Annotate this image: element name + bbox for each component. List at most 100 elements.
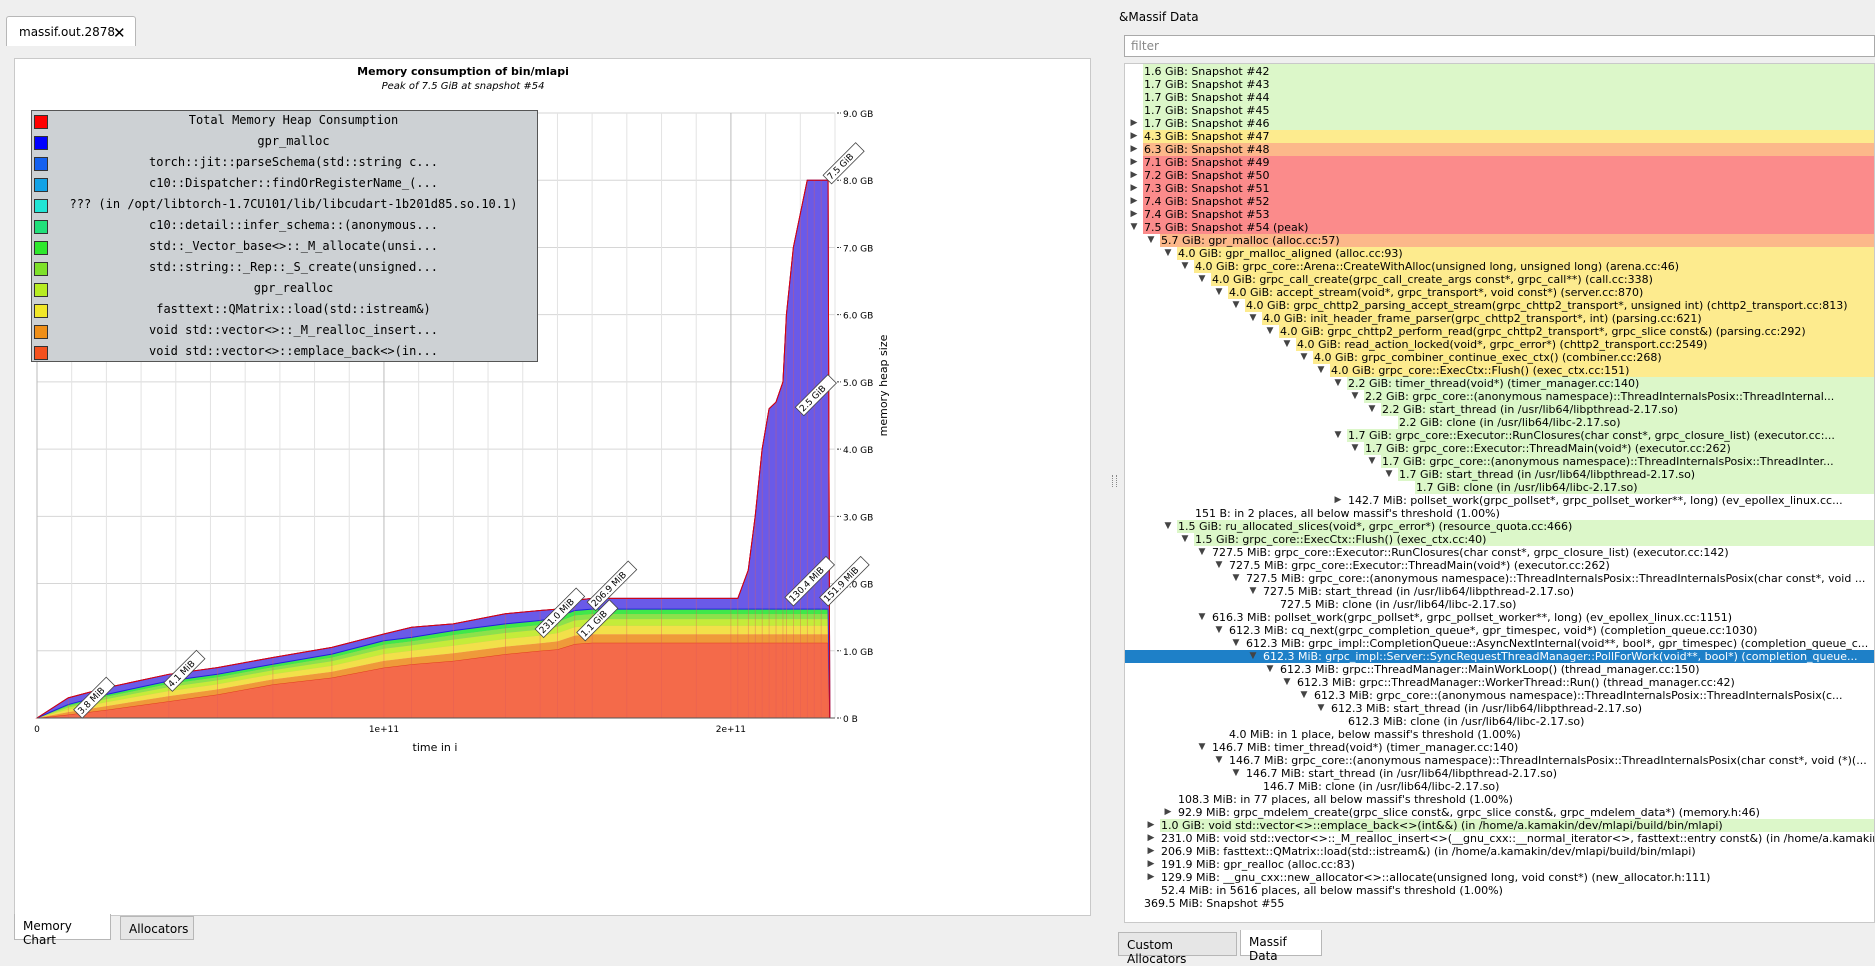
tree-row[interactable]: ▼ 4.0 GiB: read_action_locked(void*, grpc… (1125, 338, 1874, 351)
collapse-arrow-icon[interactable]: ▼ (1317, 365, 1325, 375)
tree-row[interactable]: ▶ 129.9 MiB: __gnu_cxx::new_allocator<>::… (1125, 871, 1874, 884)
tree-row[interactable]: ▶ 206.9 MiB: fasttext::QMatrix::load(std:… (1125, 845, 1874, 858)
tree-row[interactable]: 1.7 GiB: Snapshot #43 (1125, 78, 1874, 91)
tree-row[interactable]: ▼ 612.3 MiB: grpc::ThreadManager::MainWor… (1125, 663, 1874, 676)
expand-arrow-icon[interactable]: ▶ (1130, 131, 1138, 141)
tab-allocators[interactable]: Allocators (120, 916, 194, 940)
tree-row[interactable]: ▼ 4.0 GiB: grpc_call_create(grpc_call_cre… (1125, 273, 1874, 286)
tree-row[interactable]: ▶ 7.3 GiB: Snapshot #51 (1125, 182, 1874, 195)
collapse-arrow-icon[interactable]: ▼ (1198, 742, 1206, 752)
collapse-arrow-icon[interactable]: ▼ (1198, 274, 1206, 284)
splitter-handle[interactable] (1112, 475, 1117, 487)
tree-row[interactable]: 1.7 GiB: Snapshot #41 (1125, 64, 1874, 65)
tab-custom-allocators[interactable]: Custom Allocators (1118, 932, 1237, 966)
tree-row[interactable]: 4.0 MiB: in 1 place, below massif's thre… (1125, 728, 1874, 741)
collapse-arrow-icon[interactable]: ▼ (1232, 300, 1240, 310)
collapse-arrow-icon[interactable]: ▼ (1215, 755, 1223, 765)
tree-row[interactable]: 1.6 GiB: Snapshot #42 (1125, 65, 1874, 78)
collapse-arrow-icon[interactable]: ▼ (1198, 612, 1206, 622)
collapse-arrow-icon[interactable]: ▼ (1215, 287, 1223, 297)
tree-row[interactable]: ▶ 92.9 MiB: grpc_mdelem_create(grpc_slice… (1125, 806, 1874, 819)
collapse-arrow-icon[interactable]: ▼ (1368, 456, 1376, 466)
tree-row[interactable]: ▼ 4.0 GiB: grpc_core::Arena::CreateWithAl… (1125, 260, 1874, 273)
tree-row[interactable]: 1.7 GiB: clone (in /usr/lib64/libc-2.17.… (1125, 481, 1874, 494)
tree-row[interactable]: ▼ 727.5 MiB: start_thread (in /usr/lib64/… (1125, 585, 1874, 598)
collapse-arrow-icon[interactable]: ▼ (1181, 261, 1189, 271)
collapse-arrow-icon[interactable]: ▼ (1232, 638, 1240, 648)
tree-row[interactable]: ▼ 727.5 MiB: grpc_core::(anonymous namesp… (1125, 572, 1874, 585)
tree-row[interactable]: ▼ 1.5 GiB: ru_allocated_slices(void*, grp… (1125, 520, 1874, 533)
expand-arrow-icon[interactable]: ▶ (1147, 872, 1155, 882)
tree-row[interactable]: 2.2 GiB: clone (in /usr/lib64/libc-2.17.… (1125, 416, 1874, 429)
tree-row[interactable]: ▶ 231.0 MiB: void std::vector<>::_M_reall… (1125, 832, 1874, 845)
tree-row[interactable]: ▼ 2.2 GiB: grpc_core::(anonymous namespac… (1125, 390, 1874, 403)
tree-row[interactable]: ▼ 616.3 MiB: pollset_work(grpc_pollset*, … (1125, 611, 1874, 624)
collapse-arrow-icon[interactable]: ▼ (1283, 339, 1291, 349)
expand-arrow-icon[interactable]: ▶ (1130, 157, 1138, 167)
tree-row[interactable]: ▼ 146.7 MiB: timer_thread(void*) (timer_m… (1125, 741, 1874, 754)
tree-row[interactable]: ▼ 612.3 MiB: grpc_impl::Server::SyncReque… (1125, 650, 1874, 663)
collapse-arrow-icon[interactable]: ▼ (1368, 404, 1376, 414)
tree-row[interactable]: ▶ 142.7 MiB: pollset_work(grpc_pollset*, … (1125, 494, 1874, 507)
filter-input[interactable]: filter (1124, 35, 1875, 57)
collapse-arrow-icon[interactable]: ▼ (1215, 625, 1223, 635)
tree-row[interactable]: ▼ 612.3 MiB: grpc::ThreadManager::WorkerT… (1125, 676, 1874, 689)
collapse-arrow-icon[interactable]: ▼ (1351, 443, 1359, 453)
expand-arrow-icon[interactable]: ▶ (1130, 170, 1138, 180)
tree-row[interactable]: ▼ 4.0 GiB: grpc_chttp2_perform_read(grpc_… (1125, 325, 1874, 338)
tree-row[interactable]: ▼ 146.7 MiB: start_thread (in /usr/lib64/… (1125, 767, 1874, 780)
tree-row[interactable]: ▶ 4.3 GiB: Snapshot #47 (1125, 130, 1874, 143)
tree-row[interactable]: ▶ 7.1 GiB: Snapshot #49 (1125, 156, 1874, 169)
tree-row[interactable]: ▼ 4.0 GiB: grpc_chttp2_parsing_accept_str… (1125, 299, 1874, 312)
expand-arrow-icon[interactable]: ▶ (1147, 833, 1155, 843)
tree-row[interactable]: 612.3 MiB: clone (in /usr/lib64/libc-2.1… (1125, 715, 1874, 728)
tree-row[interactable]: ▼ 2.2 GiB: timer_thread(void*) (timer_man… (1125, 377, 1874, 390)
collapse-arrow-icon[interactable]: ▼ (1232, 573, 1240, 583)
expand-arrow-icon[interactable]: ▶ (1130, 118, 1138, 128)
expand-arrow-icon[interactable]: ▶ (1147, 846, 1155, 856)
tree-row[interactable]: ▶ 6.3 GiB: Snapshot #48 (1125, 143, 1874, 156)
tree-row[interactable]: 1.7 GiB: Snapshot #44 (1125, 91, 1874, 104)
collapse-arrow-icon[interactable]: ▼ (1249, 651, 1257, 661)
tree-row[interactable]: ▼ 4.0 GiB: gpr_malloc_aligned (alloc.cc:9… (1125, 247, 1874, 260)
tab-massif-data[interactable]: Massif Data (1240, 930, 1322, 963)
tree-row[interactable]: ▼ 1.7 GiB: grpc_core::(anonymous namespac… (1125, 455, 1874, 468)
tree-row[interactable]: ▼ 727.5 MiB: grpc_core::Executor::ThreadM… (1125, 559, 1874, 572)
tree-row[interactable]: ▶ 7.4 GiB: Snapshot #53 (1125, 208, 1874, 221)
collapse-arrow-icon[interactable]: ▼ (1283, 677, 1291, 687)
collapse-arrow-icon[interactable]: ▼ (1351, 391, 1359, 401)
tree-row[interactable]: ▼ 4.0 GiB: accept_stream(void*, grpc_tran… (1125, 286, 1874, 299)
tree-row[interactable]: ▼ 1.7 GiB: grpc_core::Executor::ThreadMai… (1125, 442, 1874, 455)
expand-arrow-icon[interactable]: ▶ (1334, 495, 1342, 505)
tree-row[interactable]: ▶ 1.7 GiB: Snapshot #46 (1125, 117, 1874, 130)
tree-row[interactable]: ▼ 612.3 MiB: start_thread (in /usr/lib64/… (1125, 702, 1874, 715)
tree-row[interactable]: ▼ 4.0 GiB: grpc_combiner_continue_exec_ct… (1125, 351, 1874, 364)
collapse-arrow-icon[interactable]: ▼ (1334, 430, 1342, 440)
expand-arrow-icon[interactable]: ▶ (1147, 820, 1155, 830)
massif-tree[interactable]: 1.7 GiB: Snapshot #411.6 GiB: Snapshot #… (1124, 63, 1875, 923)
tree-row[interactable]: ▼ 7.5 GiB: Snapshot #54 (peak) (1125, 221, 1874, 234)
collapse-arrow-icon[interactable]: ▼ (1181, 534, 1189, 544)
tree-row[interactable]: 727.5 MiB: clone (in /usr/lib64/libc-2.1… (1125, 598, 1874, 611)
tree-row[interactable]: ▼ 1.5 GiB: grpc_core::ExecCtx::Flush() (e… (1125, 533, 1874, 546)
expand-arrow-icon[interactable]: ▶ (1164, 807, 1172, 817)
tree-row[interactable]: 151 B: in 2 places, all below massif's t… (1125, 507, 1874, 520)
tree-row[interactable]: 146.7 MiB: clone (in /usr/lib64/libc-2.1… (1125, 780, 1874, 793)
collapse-arrow-icon[interactable]: ▼ (1164, 248, 1172, 258)
tree-row[interactable]: ▼ 612.3 MiB: grpc_core::(anonymous namesp… (1125, 689, 1874, 702)
tree-row[interactable]: ▼ 146.7 MiB: grpc_core::(anonymous namesp… (1125, 754, 1874, 767)
collapse-arrow-icon[interactable]: ▼ (1334, 378, 1342, 388)
tree-row[interactable]: ▶ 7.2 GiB: Snapshot #50 (1125, 169, 1874, 182)
tree-row[interactable]: ▼ 612.3 MiB: grpc_impl::CompletionQueue::… (1125, 637, 1874, 650)
tree-row[interactable]: ▶ 7.4 GiB: Snapshot #52 (1125, 195, 1874, 208)
expand-arrow-icon[interactable]: ▶ (1130, 196, 1138, 206)
expand-arrow-icon[interactable]: ▶ (1130, 144, 1138, 154)
expand-arrow-icon[interactable]: ▶ (1147, 859, 1155, 869)
collapse-arrow-icon[interactable]: ▼ (1385, 469, 1393, 479)
tree-row[interactable]: ▼ 1.7 GiB: grpc_core::Executor::RunClosur… (1125, 429, 1874, 442)
collapse-arrow-icon[interactable]: ▼ (1130, 222, 1138, 232)
tree-row[interactable]: ▼ 1.7 GiB: start_thread (in /usr/lib64/li… (1125, 468, 1874, 481)
tree-row[interactable]: ▼ 4.0 GiB: grpc_core::ExecCtx::Flush() (e… (1125, 364, 1874, 377)
collapse-arrow-icon[interactable]: ▼ (1300, 690, 1308, 700)
collapse-arrow-icon[interactable]: ▼ (1198, 547, 1206, 557)
